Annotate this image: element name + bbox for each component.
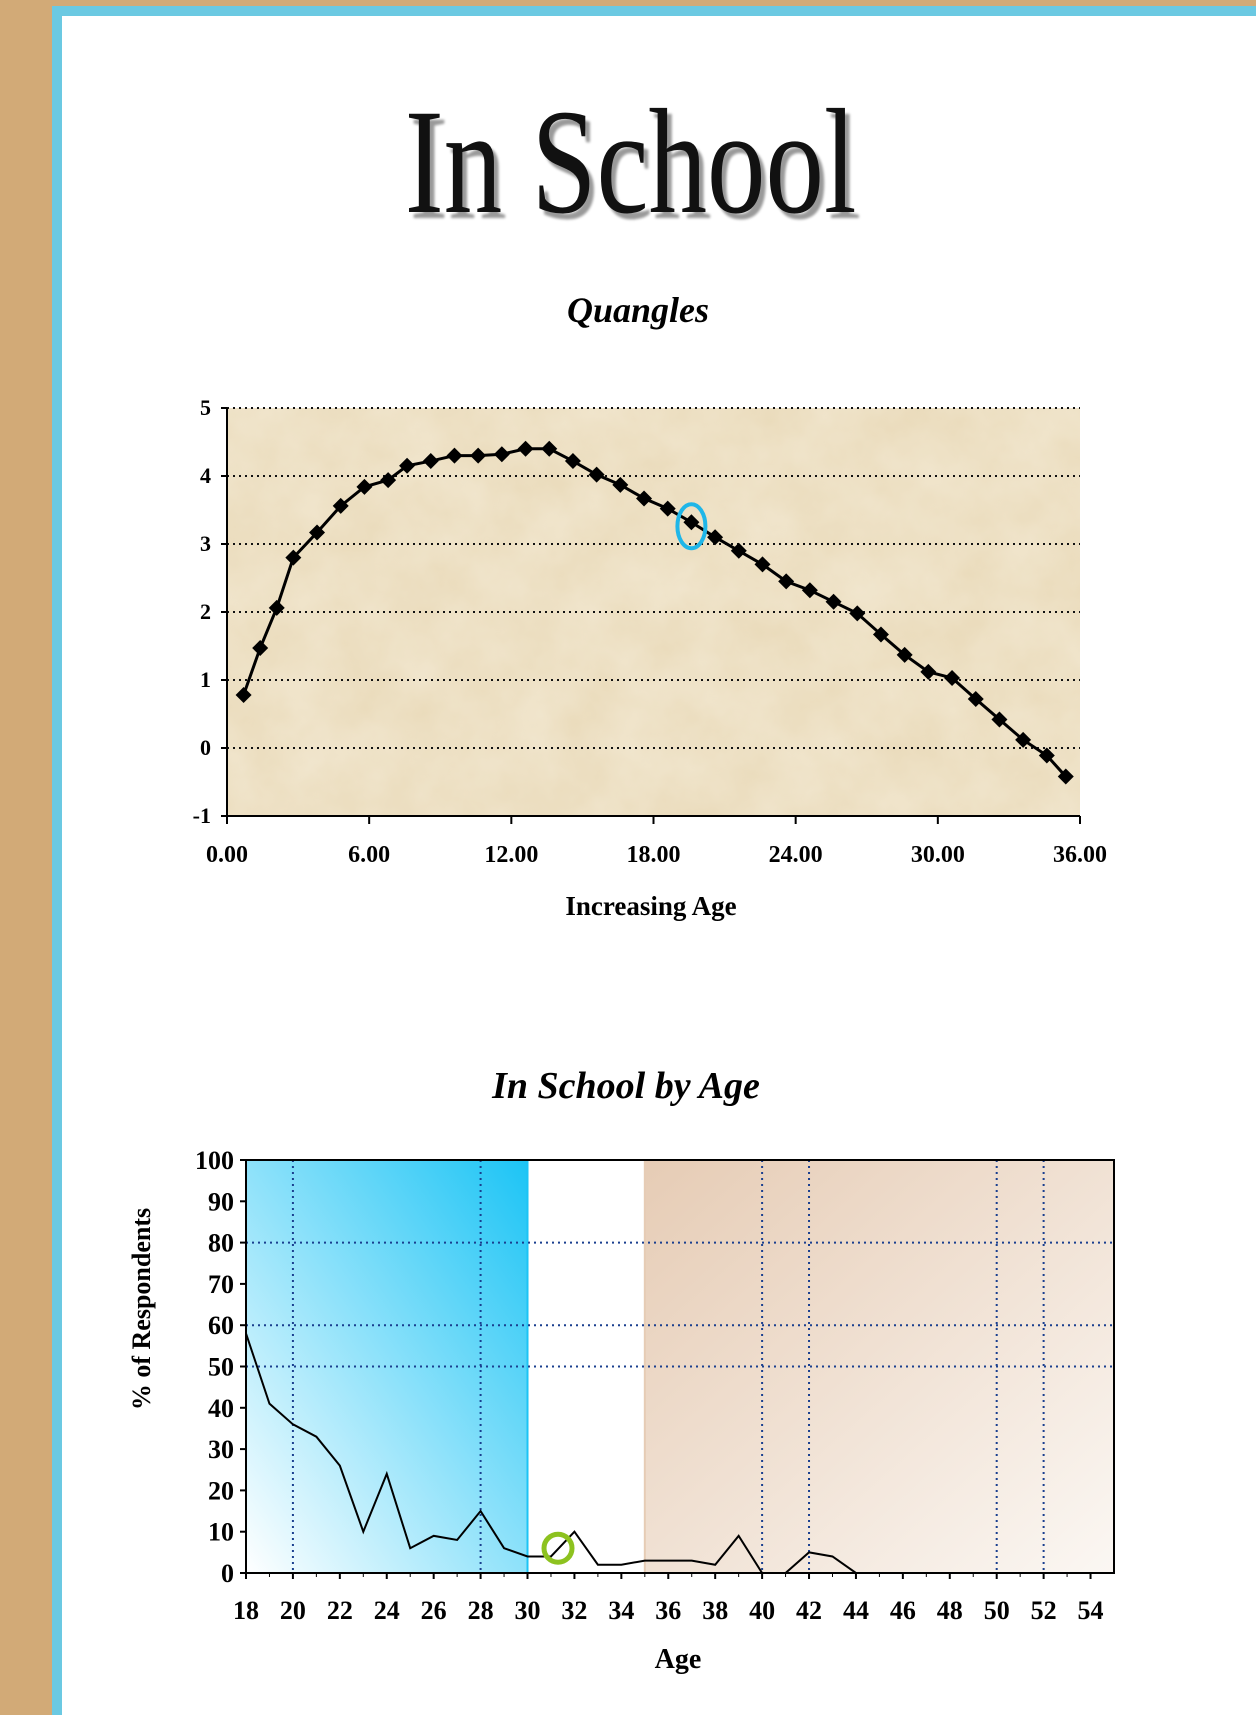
chart1-data-point: [422, 453, 439, 470]
chart1-data-point: [991, 711, 1008, 728]
chart1-data-point: [285, 549, 302, 566]
chart2-x-tick-label: 48: [937, 1596, 963, 1625]
chart1-data-point: [493, 446, 510, 463]
chart1-data-point: [235, 686, 252, 703]
page-title: In School: [404, 79, 857, 245]
chart2-y-tick-label: 70: [208, 1270, 234, 1299]
chart1-x-tick-label: 30.00: [911, 842, 965, 868]
chart2-x-tick-label: 18: [233, 1596, 259, 1625]
chart1-data-point: [801, 582, 818, 599]
chart1-data-point: [683, 514, 700, 531]
chart2-x-tick-label: 40: [749, 1596, 775, 1625]
chart1-data-point: [446, 447, 463, 464]
chart1-data-point: [1057, 768, 1074, 785]
chart1-data-point: [896, 646, 913, 663]
chart1-title: Quangles: [567, 290, 709, 330]
chart2-x-tick-label: 32: [561, 1596, 587, 1625]
chart1-plot-area: -1 0 1 2 3 4 5 0.00 6.00 12.00 18.00 24.00 30.00 36.0…: [193, 395, 1107, 868]
chart2-x-tick-label: 20: [280, 1596, 306, 1625]
chart2-y-tick-label: 50: [208, 1353, 234, 1382]
chart2-y-tick-label: 10: [208, 1518, 234, 1547]
chart2-x-tick-label: 22: [327, 1596, 353, 1625]
chart1-data-point: [1038, 747, 1055, 764]
chart1-data-point: [754, 556, 771, 573]
chart1-y-tick-label: 5: [200, 395, 211, 420]
chart2-x-tick-label: 24: [374, 1596, 400, 1625]
chart1-data-point: [612, 476, 629, 493]
chart2-x-tick-label: 26: [421, 1596, 447, 1625]
chart1-x-tick-label: 0.00: [206, 842, 248, 868]
chart1-y-tick-label: -1: [193, 803, 211, 828]
chart2-title: In School by Age: [491, 1065, 760, 1107]
in-school-by-age-chart: In School by Age 0 10 20 30 40 50 60 70 80 90 100 1…: [127, 1065, 1115, 1675]
chart2-y-tick-label: 20: [208, 1476, 234, 1505]
chart1-data-point: [778, 573, 795, 590]
chart2-y-tick-label: 40: [208, 1394, 234, 1423]
chart1-data-point: [541, 440, 558, 457]
chart2-y-tick-label: 30: [208, 1435, 234, 1464]
chart1-data-point: [380, 472, 397, 489]
chart1-data-point: [707, 529, 724, 546]
chart2-x-tick-label: 50: [984, 1596, 1010, 1625]
chart1-y-tick-label: 1: [200, 667, 211, 692]
chart1-data-point: [252, 640, 269, 657]
chart1-data-point: [268, 599, 285, 616]
chart2-x-tick-label: 44: [843, 1596, 869, 1625]
chart2-x-tick-label: 38: [702, 1596, 728, 1625]
chart2-x-tick-label: 52: [1031, 1596, 1057, 1625]
chart1-data-point: [1015, 731, 1032, 748]
chart1-x-tick-label: 24.00: [769, 842, 823, 868]
chart1-y-tick-label: 0: [200, 735, 211, 760]
chart2-highlight-circle: [541, 1531, 575, 1565]
chart1-x-tick-label: 36.00: [1053, 842, 1107, 868]
chart2-x-tick-label: 34: [608, 1596, 634, 1625]
chart1-data-point: [470, 447, 487, 464]
chart1-data-point: [399, 457, 416, 474]
chart1-x-tick-label: 6.00: [348, 842, 390, 868]
chart1-data-point: [849, 605, 866, 622]
chart1-data-point: [356, 478, 373, 495]
chart1-y-tick-label: 2: [200, 599, 211, 624]
quangles-chart: Quangles -1 0 1 2 3 4 5 0.00 6.00 12.00 18.00 24.00…: [193, 290, 1107, 921]
chart2-x-tick-label: 42: [796, 1596, 822, 1625]
chart1-x-axis-label: Increasing Age: [565, 891, 736, 921]
chart1-data-point: [636, 490, 653, 507]
chart1-data-point: [309, 524, 326, 541]
chart1-x-tick-label: 12.00: [484, 842, 538, 868]
chart1-data-point: [588, 466, 605, 483]
chart1-y-tick-label: 4: [200, 463, 211, 488]
chart2-x-tick-label: 28: [468, 1596, 494, 1625]
chart1-x-tick-label: 18.00: [627, 842, 681, 868]
chart1-y-tick-label: 3: [200, 531, 211, 556]
chart1-highlight-circle: [675, 502, 708, 551]
chart1-data-point: [332, 497, 349, 514]
chart2-x-axis-label: Age: [655, 1644, 702, 1675]
chart1-data-point: [825, 593, 842, 610]
chart1-data-point: [564, 453, 581, 470]
chart2-x-tick-label: 30: [515, 1596, 541, 1625]
chart1-data-point: [967, 691, 984, 708]
chart2-y-tick-label: 60: [208, 1311, 234, 1340]
chart2-y-tick-label: 0: [221, 1559, 234, 1588]
chart2-x-tick-label: 46: [890, 1596, 916, 1625]
chart2-plot-area: 0 10 20 30 40 50 60 70 80 90 100 18 20 22 24 26 28 30 32 34…: [195, 1146, 1115, 1625]
chart2-y-tick-label: 90: [208, 1187, 234, 1216]
chart2-y-tick-label: 100: [195, 1146, 234, 1175]
chart2-series-line: [245, 1333, 1114, 1574]
chart1-data-point: [872, 626, 889, 643]
chart2-x-tick-label: 54: [1078, 1596, 1104, 1625]
chart1-data-point: [730, 542, 747, 559]
chart2-x-tick-label: 36: [655, 1596, 681, 1625]
chart1-data-point: [920, 663, 937, 680]
chart2-y-tick-label: 80: [208, 1229, 234, 1258]
chart1-data-point: [659, 500, 676, 517]
chart1-data-point: [944, 669, 961, 686]
chart1-data-point: [517, 440, 534, 457]
chart2-y-axis-label: % of Respondents: [127, 1208, 156, 1410]
chart2-band: [643, 1159, 1115, 1574]
